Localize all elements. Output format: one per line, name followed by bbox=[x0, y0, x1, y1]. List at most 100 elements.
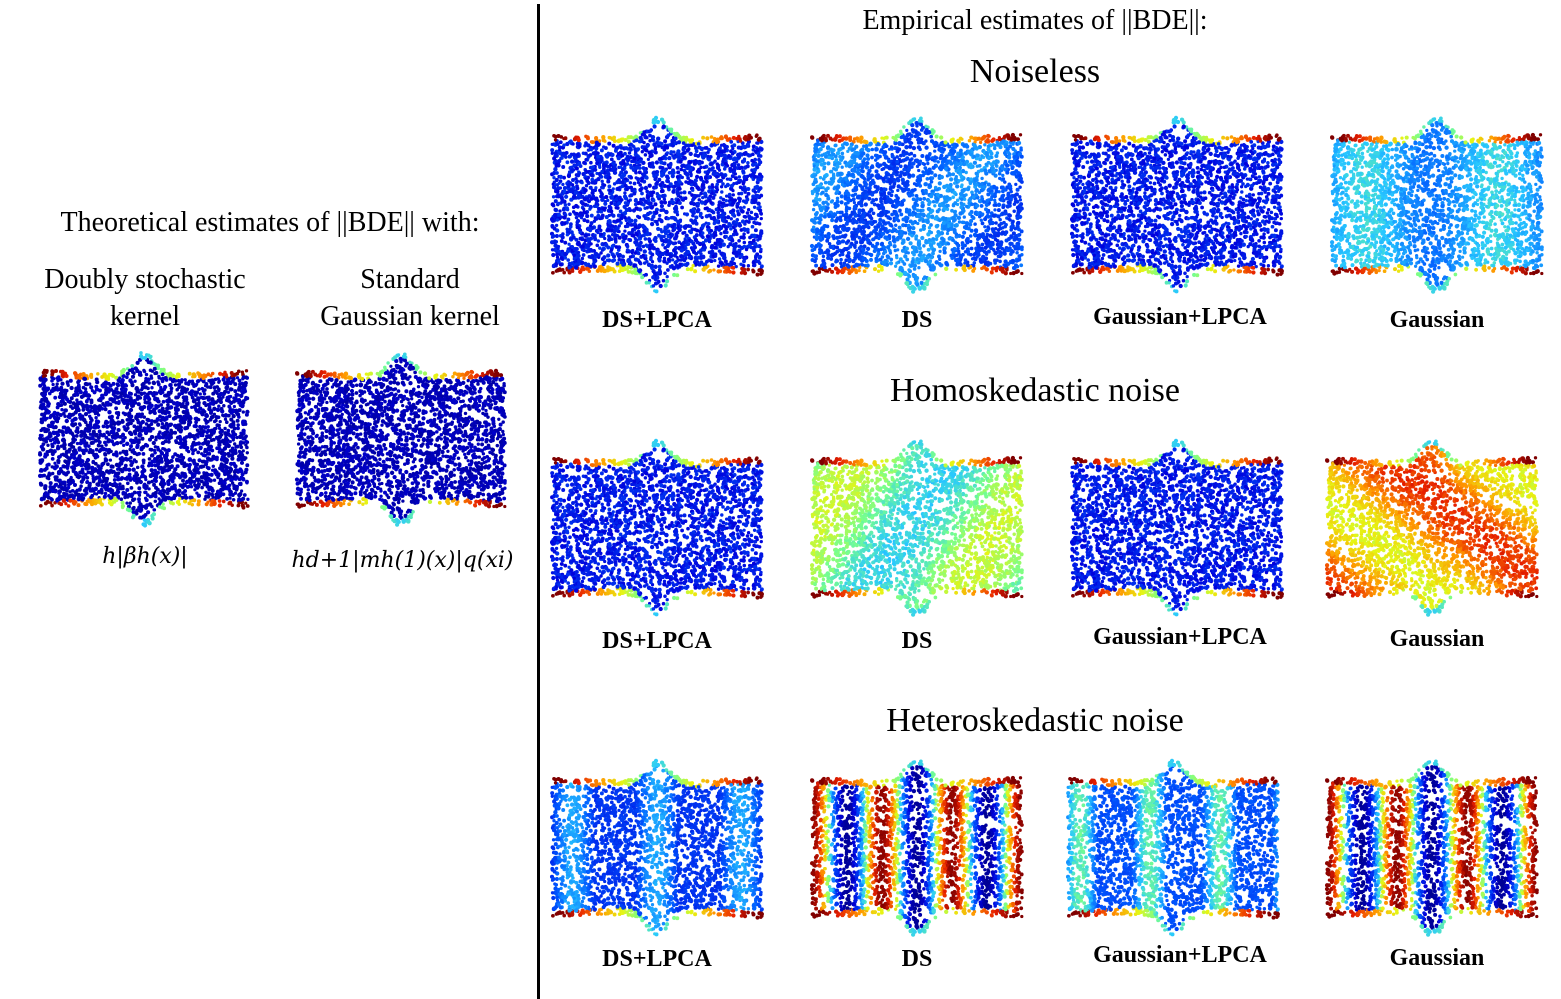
point bbox=[160, 406, 165, 411]
point bbox=[136, 420, 141, 425]
point bbox=[127, 467, 132, 472]
point bbox=[188, 372, 192, 376]
point bbox=[120, 371, 124, 375]
point bbox=[481, 452, 486, 456]
point bbox=[406, 431, 411, 436]
point bbox=[469, 380, 474, 384]
point bbox=[69, 441, 74, 446]
point bbox=[497, 503, 502, 508]
point bbox=[75, 462, 80, 467]
point bbox=[137, 370, 143, 375]
point bbox=[160, 493, 165, 498]
point bbox=[402, 484, 407, 489]
point bbox=[81, 408, 86, 412]
point bbox=[52, 431, 56, 435]
point bbox=[202, 400, 207, 406]
point bbox=[442, 384, 447, 389]
point bbox=[245, 451, 249, 455]
point bbox=[84, 393, 89, 398]
point bbox=[393, 464, 398, 469]
point bbox=[241, 441, 246, 445]
point bbox=[457, 406, 462, 411]
point bbox=[389, 480, 394, 485]
point bbox=[464, 371, 469, 377]
point bbox=[148, 368, 153, 373]
point bbox=[130, 367, 135, 372]
point bbox=[299, 461, 305, 466]
point bbox=[331, 427, 336, 432]
point bbox=[201, 425, 205, 429]
point bbox=[390, 422, 395, 427]
point bbox=[347, 502, 351, 507]
point bbox=[55, 382, 59, 386]
point bbox=[378, 457, 382, 461]
point bbox=[49, 413, 54, 418]
point bbox=[455, 450, 459, 455]
point bbox=[156, 434, 161, 439]
point bbox=[386, 402, 391, 407]
point bbox=[360, 397, 364, 402]
point bbox=[456, 456, 461, 460]
point bbox=[50, 388, 55, 393]
point bbox=[131, 477, 136, 481]
point bbox=[104, 387, 108, 392]
point bbox=[50, 457, 55, 461]
point bbox=[335, 492, 341, 497]
point bbox=[342, 391, 347, 396]
point bbox=[125, 402, 130, 407]
point bbox=[210, 371, 215, 376]
point bbox=[408, 404, 413, 408]
point bbox=[176, 382, 182, 387]
point bbox=[496, 431, 501, 436]
point bbox=[121, 432, 125, 437]
point bbox=[318, 499, 323, 504]
point bbox=[180, 388, 185, 393]
point bbox=[397, 507, 402, 511]
point bbox=[461, 392, 466, 397]
point bbox=[226, 428, 231, 433]
point bbox=[167, 436, 172, 441]
point bbox=[115, 488, 120, 493]
point bbox=[50, 444, 55, 449]
point bbox=[151, 471, 155, 476]
point bbox=[338, 495, 344, 501]
point bbox=[401, 519, 406, 524]
point bbox=[489, 372, 494, 377]
point bbox=[438, 495, 444, 500]
point bbox=[77, 447, 82, 452]
point bbox=[498, 498, 503, 502]
point bbox=[323, 494, 328, 499]
point bbox=[502, 463, 507, 468]
point bbox=[435, 484, 439, 488]
point bbox=[128, 501, 132, 505]
point bbox=[196, 499, 201, 504]
point bbox=[121, 385, 125, 390]
point bbox=[224, 465, 230, 470]
point bbox=[50, 379, 54, 383]
point bbox=[66, 464, 70, 469]
point bbox=[457, 372, 461, 377]
point bbox=[360, 420, 365, 424]
point bbox=[446, 500, 451, 506]
point bbox=[368, 448, 373, 452]
point bbox=[468, 433, 473, 438]
point bbox=[87, 405, 92, 409]
point bbox=[394, 377, 398, 381]
point bbox=[443, 432, 447, 436]
point bbox=[204, 502, 209, 507]
point bbox=[414, 448, 418, 453]
point bbox=[394, 467, 398, 472]
point bbox=[190, 502, 195, 507]
point bbox=[71, 495, 76, 500]
point bbox=[147, 487, 151, 491]
point bbox=[143, 385, 148, 390]
point bbox=[100, 491, 104, 495]
point bbox=[120, 419, 125, 424]
point bbox=[137, 451, 141, 456]
point bbox=[335, 455, 340, 459]
point bbox=[198, 445, 203, 450]
point bbox=[303, 447, 309, 453]
point bbox=[342, 469, 346, 474]
point bbox=[110, 429, 115, 434]
point bbox=[169, 458, 174, 464]
